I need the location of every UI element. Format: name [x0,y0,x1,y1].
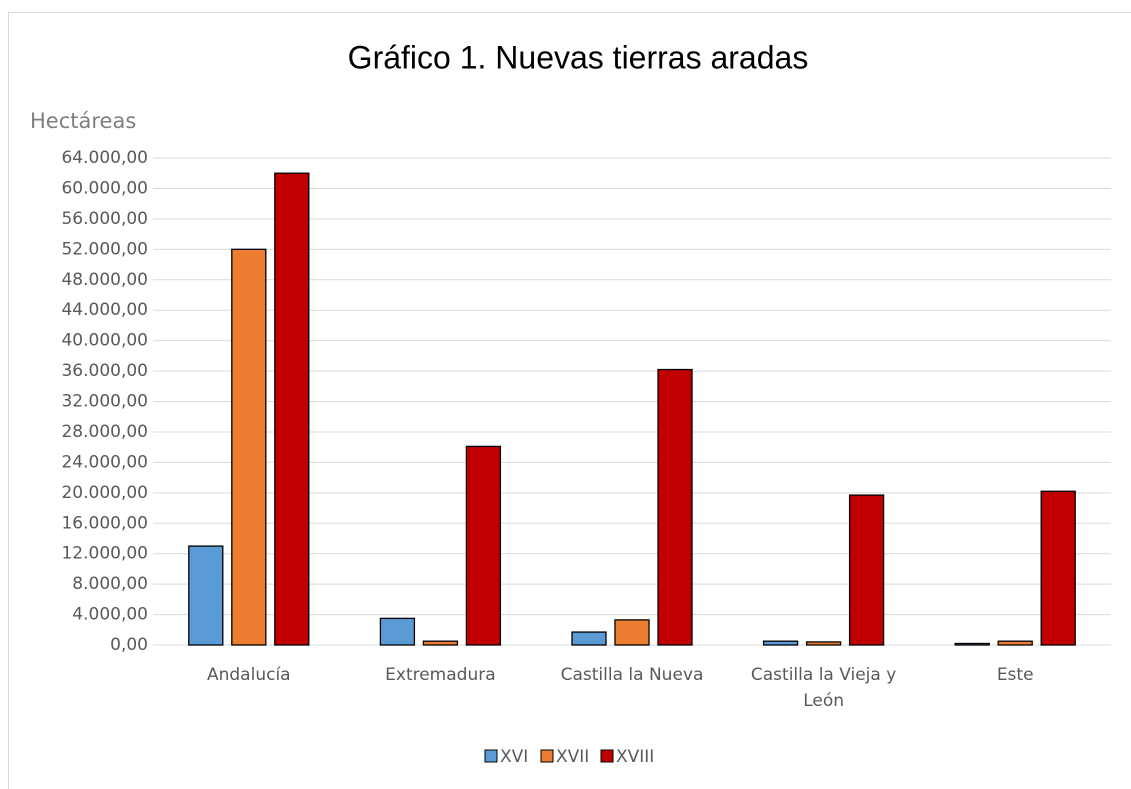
bar [848,494,885,646]
y-tick-label: 0,00 [110,635,148,655]
y-tick-label: 64.000,00 [61,148,148,168]
y-tick-label: 20.000,00 [61,483,148,503]
y-tick-label: 48.000,00 [61,270,148,290]
bar [997,640,1033,646]
x-tick-label: Andalucía [206,665,291,685]
bar [614,619,650,646]
chart-border [8,12,1131,789]
y-axis-label: Hectáreas [30,109,136,133]
x-tick-label: Este [996,665,1034,685]
bar [465,445,502,646]
y-tick-label: 24.000,00 [61,452,148,472]
y-tick-label: 36.000,00 [61,361,148,381]
chart-title: Gráfico 1. Nuevas tierras aradas [348,39,809,75]
y-tick-label: 60.000,00 [61,178,148,198]
bar [1040,490,1076,646]
bar [805,641,842,646]
legend-label: XVIII [616,747,654,767]
legend-label: XVII [556,747,589,767]
y-tick-label: 4.000,00 [72,605,148,625]
x-tick-label: Castilla la Vieja y León [750,665,897,711]
legend-swatch [540,749,554,763]
y-tick-label: 12.000,00 [61,544,148,564]
bar [188,545,224,646]
y-tick-label: 40.000,00 [61,331,148,351]
bar [954,642,990,646]
bar [422,640,459,646]
legend-swatch [600,749,614,763]
bar [571,631,607,646]
y-tick-label: 16.000,00 [61,513,148,533]
bar [231,248,267,646]
y-tick-label: 52.000,00 [61,239,148,259]
y-tick-label: 32.000,00 [61,392,148,412]
legend-label: XVI [500,747,528,767]
bar [762,640,799,646]
legend-swatch [484,749,498,763]
y-tick-label: 56.000,00 [61,209,148,229]
y-tick-label: 44.000,00 [61,300,148,320]
x-tick-label: Extremadura [385,665,496,685]
x-tick-label: Castilla la Nueva [560,665,704,685]
bar [657,368,693,646]
y-tick-label: 28.000,00 [61,422,148,442]
bar [379,617,416,646]
bar [274,172,310,646]
y-tick-label: 8.000,00 [72,574,148,594]
